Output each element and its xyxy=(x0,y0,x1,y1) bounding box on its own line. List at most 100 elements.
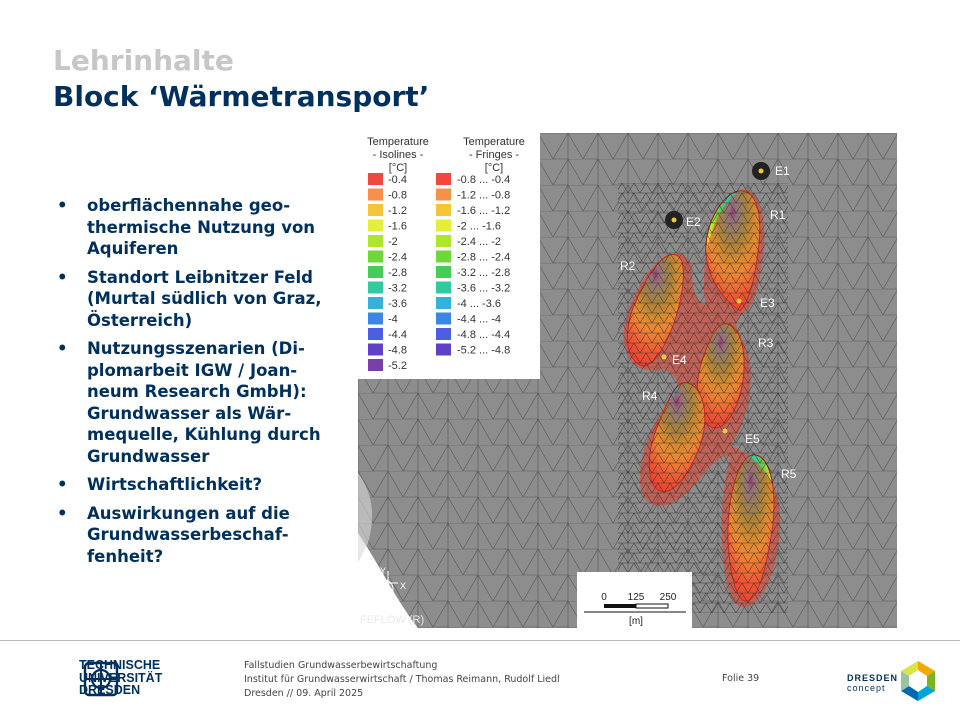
institute-name: Institut für Grundwasserwirtschaft / Tho… xyxy=(244,674,560,685)
legend-fringes-title: Temperature xyxy=(463,136,525,148)
legend-fringe-value: -2 ... -1.6 xyxy=(457,221,501,233)
bullet-line: Grundwasser als Wär- xyxy=(87,403,292,423)
bullet-line: Auswirkungen auf die xyxy=(87,503,290,523)
legend-fringe-value: -1.6 ... -1.2 xyxy=(457,205,510,217)
legend-swatch xyxy=(368,359,383,371)
well-dot xyxy=(661,354,667,360)
tu-dresden-logo xyxy=(83,661,119,697)
course-name: Fallstudien Grundwasserbewirtschaftung xyxy=(244,660,438,671)
bullet-symbol: • xyxy=(57,339,68,358)
axis-label-y: Y xyxy=(380,566,386,576)
legend-fringe-value: -3.2 ... -2.8 xyxy=(457,267,510,279)
bullet-line: Grundwasserbeschaf- xyxy=(87,525,289,544)
dresden-concept-logo xyxy=(901,661,935,701)
legend-isoline-value: -1.2 xyxy=(388,205,407,217)
bullet-line: oberflächennahe geo- xyxy=(87,196,291,215)
university-line: UNIVERSITÄT xyxy=(79,670,163,685)
legend-isoline-value: -0.8 xyxy=(388,190,407,202)
bullet-line: Grundwasser xyxy=(87,446,210,466)
well-label: R3 xyxy=(758,336,774,350)
bullet-symbol: • xyxy=(57,503,68,523)
bullet-line: Aquiferen xyxy=(87,239,179,258)
legend-swatch xyxy=(368,204,383,216)
legend-isolines-title: [°C] xyxy=(389,162,407,174)
well-label: R2 xyxy=(620,259,636,273)
legend-isoline-value: -2.4 xyxy=(388,252,407,264)
bullet-item: • oberflächennahe geo- thermische Nutzun… xyxy=(57,195,337,260)
bullet-item: • Auswirkungen auf die Grundwasserbescha… xyxy=(57,503,337,568)
bullet-line: mequelle, Kühlung durch xyxy=(87,425,321,444)
footer-info: Fallstudien Grundwasserbewirtschaftung I… xyxy=(244,659,560,701)
legend-swatch xyxy=(436,188,451,201)
footer-divider xyxy=(0,640,960,641)
legend-swatch xyxy=(368,266,383,278)
bullet-line: thermische Nutzung von xyxy=(87,217,316,237)
temperature-model-figure: E1 E2 E3 E4 E5 R1 R2 R3 R4 R5 Temperatur… xyxy=(358,133,897,628)
logo-segment xyxy=(901,671,909,691)
bullet-symbol: • xyxy=(57,475,68,494)
logo-segment xyxy=(927,671,935,691)
legend-swatch xyxy=(436,297,451,309)
legend-fringe-value: -0.8 ... -0.4 xyxy=(457,174,510,186)
legend-isoline-value: -3.2 xyxy=(388,283,407,295)
legend-fringe-value: -2.4 ... -2 xyxy=(457,236,501,248)
university-line: TECHNISCHE xyxy=(79,658,161,672)
temperature-plumes xyxy=(618,183,788,613)
axis-circle xyxy=(374,579,394,599)
model-boundary xyxy=(358,533,418,628)
well-label: E5 xyxy=(745,432,760,446)
well-label: E4 xyxy=(672,353,687,367)
bullet-line: Standort Leibnitzer Feld xyxy=(87,267,313,287)
legend-swatch xyxy=(436,204,451,216)
legend-swatch xyxy=(368,250,383,263)
well-label: R4 xyxy=(642,389,658,403)
scale-segment xyxy=(604,604,636,608)
legend-swatch xyxy=(368,219,383,232)
legend-fringe-value: -4.4 ... -4 xyxy=(457,314,501,326)
bullet-line: fenheit? xyxy=(87,546,164,566)
legend-swatch xyxy=(368,173,383,185)
well-label: R5 xyxy=(781,467,797,481)
slide-kicker: Lehrinhalte xyxy=(53,44,234,77)
legend-entries: -0.4 -0.8 -1.2 -1.6 -2 -2.4 -2.8 -3.2 -3.6 -4 -4.4… xyxy=(368,173,510,372)
legend-swatch xyxy=(436,173,451,185)
legend-swatch xyxy=(368,343,383,356)
bullet-line: Nutzungsszenarien (Di- xyxy=(87,339,305,358)
legend-isoline-value: -4.8 xyxy=(388,345,407,357)
plume-mesh xyxy=(618,183,788,613)
well-dot xyxy=(671,217,677,223)
legend-swatch xyxy=(436,328,451,340)
bullet-symbol: • xyxy=(57,267,68,287)
legend-swatch xyxy=(436,312,451,325)
footer-date: Dresden // 09. April 2025 xyxy=(244,688,364,699)
well-dot xyxy=(722,428,728,434)
legend-swatch xyxy=(436,235,451,247)
slide-number: Folie 39 xyxy=(722,673,760,684)
legend-isoline-value: -2 xyxy=(388,236,398,248)
legend: Temperature - Isolines - [°C] Temperatur… xyxy=(358,133,540,379)
scale-tick-label: 125 xyxy=(628,592,645,603)
logo-segment xyxy=(918,661,935,676)
well-dot xyxy=(736,298,742,304)
bullet-line: Österreich) xyxy=(87,310,193,330)
legend-isolines-title: - Isolines - xyxy=(373,149,424,161)
legend-fringe-value: -2.8 ... -2.4 xyxy=(457,252,510,264)
legend-swatch xyxy=(368,297,383,309)
bullet-line: neum Research GmbH): xyxy=(87,382,307,401)
wells: E1 E2 E3 E4 E5 R1 R2 R3 R4 R5 xyxy=(620,162,797,481)
legend-swatch xyxy=(368,312,383,325)
scale-unit: [m] xyxy=(629,616,643,627)
bullet-line: plomarbeit IGW / Joan- xyxy=(87,360,298,380)
legend-fringes-title: [°C] xyxy=(485,162,503,174)
legend-swatch xyxy=(368,188,383,201)
bullet-line: Wirtschaftlichkeit? xyxy=(87,475,263,494)
logo-segment xyxy=(918,686,935,701)
legend-isoline-value: -1.6 xyxy=(388,221,407,233)
well-label: E2 xyxy=(686,215,701,229)
legend-swatch xyxy=(436,250,451,263)
legend-swatch xyxy=(368,328,383,340)
legend-swatch xyxy=(436,281,451,294)
legend-isoline-value: -4.4 xyxy=(388,329,407,341)
legend-fringe-value: -4 ... -3.6 xyxy=(457,298,501,310)
axis-label-x: X xyxy=(400,581,406,591)
